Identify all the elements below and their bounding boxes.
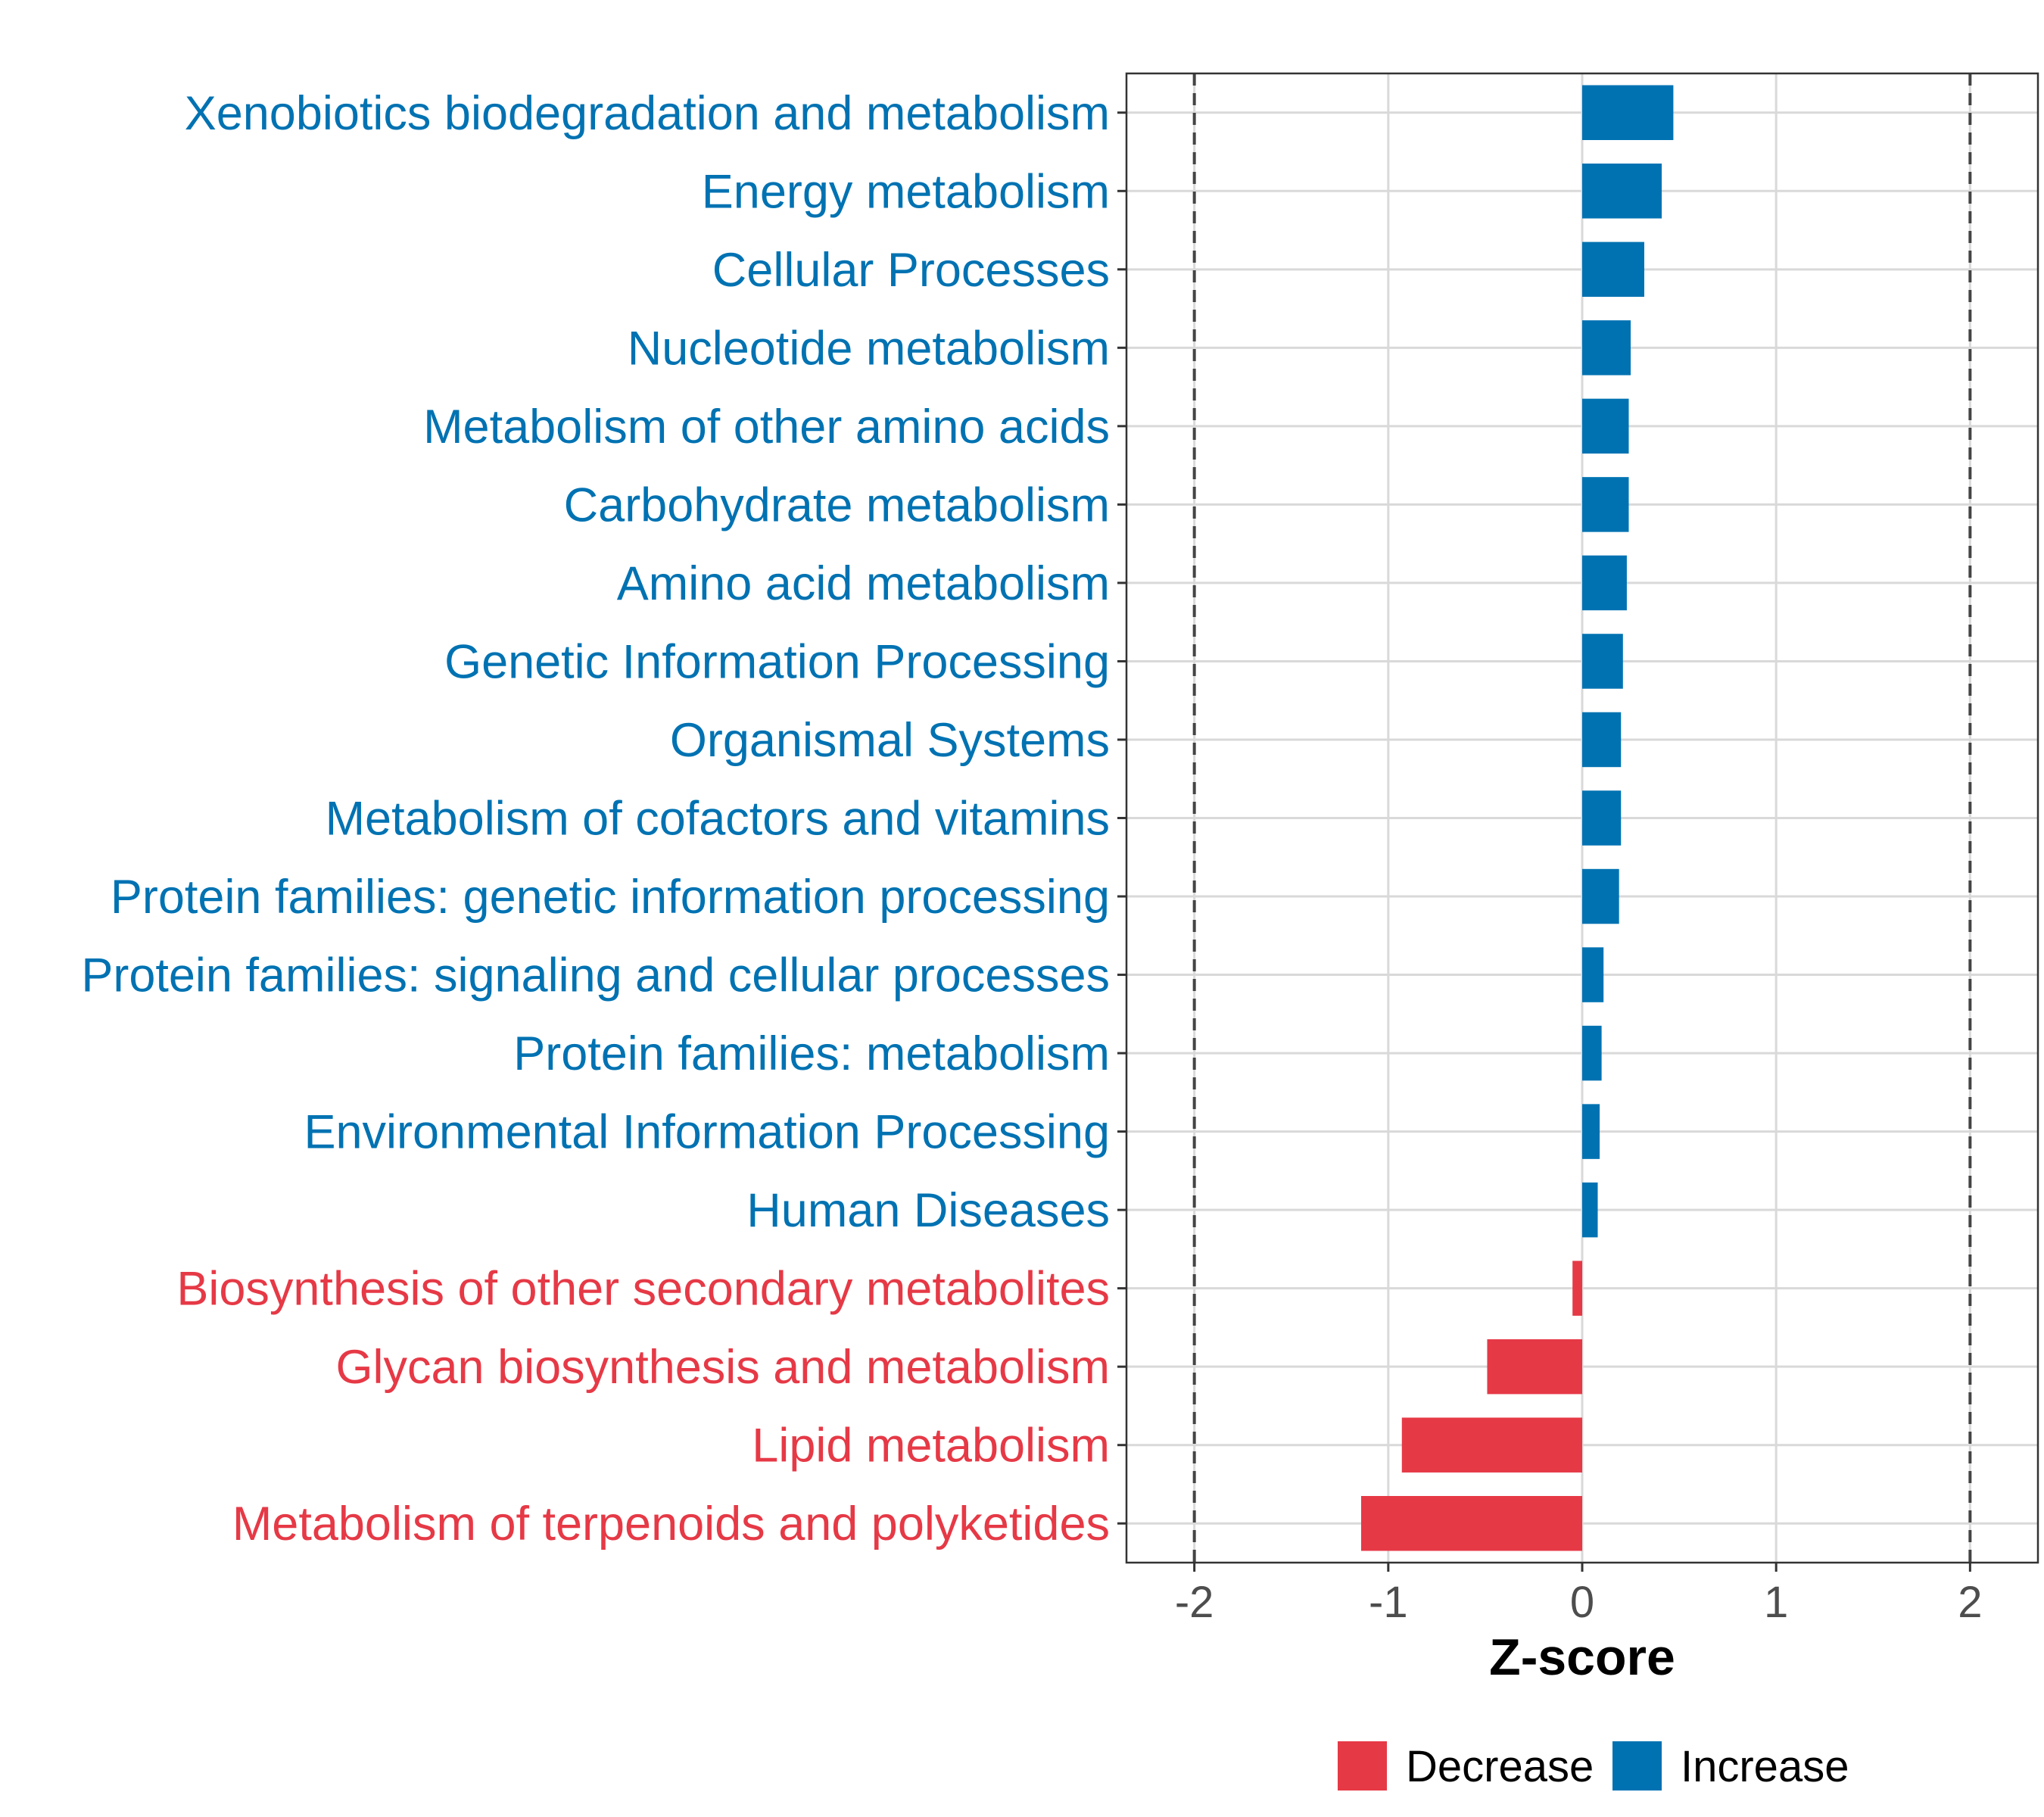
bar: [1582, 164, 1662, 219]
bar: [1487, 1339, 1582, 1395]
bar: [1582, 242, 1644, 298]
category-label: Energy metabolism: [702, 165, 1110, 218]
category-label: Protein families: metabolism: [513, 1027, 1110, 1080]
category-label: Protein families: signaling and cellular…: [81, 949, 1110, 1002]
bar: [1582, 1104, 1600, 1159]
category-label: Human Diseases: [746, 1184, 1110, 1237]
x-tick-label: 0: [1570, 1578, 1594, 1627]
category-label: Carbohydrate metabolism: [564, 478, 1110, 531]
bar: [1582, 868, 1619, 924]
category-label: Environmental Information Processing: [304, 1106, 1110, 1159]
bar: [1582, 712, 1622, 768]
category-label: Lipid metabolism: [752, 1420, 1110, 1473]
category-label: Glycan biosynthesis and metabolism: [336, 1341, 1111, 1394]
legend-swatch: [1338, 1741, 1387, 1791]
bar: [1582, 477, 1629, 532]
legend-label: Decrease: [1406, 1742, 1594, 1791]
bar: [1582, 947, 1604, 1002]
legend: Decrease Increase: [1338, 1741, 1849, 1791]
bar: [1582, 555, 1627, 611]
category-label: Organismal Systems: [670, 714, 1110, 767]
bars: [1360, 85, 1674, 1551]
x-tick-label: 2: [1958, 1578, 1982, 1627]
x-axis-title: Z-score: [1489, 1628, 1675, 1686]
bar: [1582, 790, 1622, 846]
bar: [1572, 1261, 1582, 1316]
bar: [1401, 1417, 1582, 1473]
category-label: Nucleotide metabolism: [628, 322, 1110, 375]
x-tick-label: -2: [1175, 1578, 1214, 1627]
category-label: Protein families: genetic information pr…: [111, 871, 1110, 924]
bar: [1582, 398, 1629, 454]
category-label: Xenobiotics biodegradation and metabolis…: [185, 87, 1110, 140]
x-tick-label: -1: [1369, 1578, 1408, 1627]
bar: [1582, 320, 1631, 376]
bar: [1582, 1025, 1602, 1081]
category-label: Amino acid metabolism: [617, 557, 1110, 610]
category-labels: Xenobiotics biodegradation and metabolis…: [81, 87, 1110, 1551]
category-label: Metabolism of other amino acids: [423, 400, 1110, 453]
bar: [1582, 634, 1623, 689]
category-label: Metabolism of terpenoids and polyketides: [232, 1498, 1110, 1551]
legend-label: Increase: [1681, 1742, 1849, 1791]
bar: [1582, 85, 1674, 140]
category-label: Biosynthesis of other secondary metaboli…: [176, 1263, 1110, 1316]
bar: [1360, 1496, 1582, 1551]
reference-lines: [1192, 73, 1972, 1563]
category-label: Metabolism of cofactors and vitamins: [326, 793, 1110, 846]
legend-swatch: [1612, 1741, 1662, 1791]
category-label: Cellular Processes: [712, 244, 1110, 297]
x-axis-ticks: -2 -1 0 1 2: [1175, 1563, 1982, 1627]
bar: [1582, 1182, 1598, 1238]
category-label: Genetic Information Processing: [444, 635, 1110, 688]
y-axis-ticks: [1117, 111, 1126, 1525]
x-tick-label: 1: [1764, 1578, 1788, 1627]
